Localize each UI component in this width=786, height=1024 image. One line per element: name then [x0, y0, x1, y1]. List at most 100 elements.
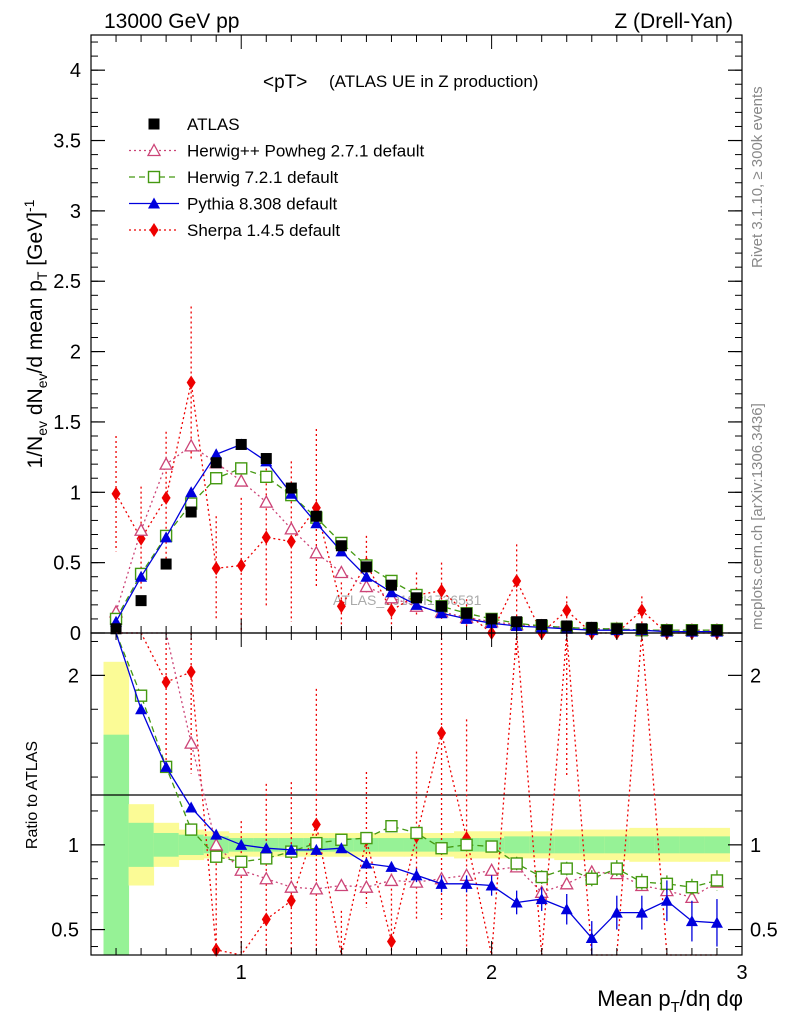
ratio-pythia-point — [385, 860, 398, 872]
main-sherpa-point — [286, 534, 296, 549]
x-axis-label: Mean pT/dη dφ — [597, 986, 743, 1016]
main-atlas-point — [335, 540, 347, 552]
main-y-tick-label: 2.5 — [53, 271, 81, 293]
ratio-series — [115, 632, 725, 957]
main-herwigpp-point — [159, 456, 174, 470]
ratio-sherpa-point — [386, 934, 396, 949]
main-atlas-point — [310, 510, 322, 522]
main-herwigpp-point — [309, 545, 324, 559]
main-y-tick-label: 2 — [70, 342, 81, 364]
legend: ATLAS Herwig++ Powheg 2.7.1 default Herwig… — [129, 115, 424, 240]
ratio-band-inner — [153, 832, 180, 857]
ratio-pythia-point — [710, 916, 723, 928]
ratio-band-inner — [103, 734, 130, 955]
main-pythia-point — [135, 570, 148, 582]
ratio-pythia-point — [460, 877, 473, 889]
header-left: 13000 GeV pp — [104, 10, 239, 33]
main-sherpa-point — [261, 530, 271, 545]
ratio-herwig7-point — [535, 870, 548, 884]
header-right: Z (Drell-Yan) — [614, 10, 733, 33]
ratio-herwig7-point — [410, 826, 423, 840]
main-herwigpp-point — [359, 579, 374, 593]
main-sherpa-point — [336, 599, 346, 614]
main-pythia-point — [410, 598, 423, 610]
ratio-band-inner — [604, 836, 630, 854]
main-atlas-point — [436, 600, 448, 612]
ratio-band-inner — [629, 836, 655, 854]
ratio-pythia-point — [560, 903, 573, 915]
ratio-band-inner — [403, 838, 430, 852]
main-sherpa-point — [512, 573, 522, 588]
ratio-herwigpp-point — [259, 871, 274, 885]
main-sherpa-point — [562, 603, 572, 618]
ratio-y-tick-label-right: 1 — [750, 835, 761, 857]
main-atlas-point — [235, 438, 247, 450]
main-pythia-point — [310, 517, 323, 529]
main-atlas-point — [561, 620, 573, 632]
ratio-pythia-point — [410, 869, 423, 881]
ratio-y-tick-label-right: 0.5 — [750, 920, 778, 942]
legend-herwig7-label: Herwig 7.2.1 default — [187, 168, 338, 187]
ratio-pythia-point — [585, 932, 598, 944]
main-atlas-point — [135, 595, 147, 607]
chart-title-sub: (ATLAS UE in Z production) — [329, 72, 538, 91]
main-herwigpp-point — [234, 473, 249, 487]
ratio-herwigpp-point — [209, 837, 224, 851]
ratio-herwigpp-point — [184, 735, 199, 749]
main-atlas-point — [185, 506, 197, 518]
ratio-pythia-point — [335, 842, 348, 854]
ratio-band-inner — [554, 836, 580, 854]
ratio-pythia-point — [660, 894, 673, 906]
ratio-herwig7-point — [585, 872, 598, 885]
ratio-herwig7-point — [510, 857, 523, 870]
legend-herwigpp-label: Herwig++ Powheg 2.7.1 default — [187, 142, 424, 161]
ratio-herwigpp-point — [309, 881, 324, 895]
ratio-pythia-point — [510, 896, 523, 908]
main-atlas-point — [210, 457, 222, 469]
main-herwigpp-point — [284, 521, 299, 535]
ratio-pythia-point — [635, 906, 648, 918]
ratio-herwig7-point — [635, 875, 649, 889]
ratio-pythia-point — [260, 842, 273, 854]
main-y-tick-label: 1.5 — [53, 412, 81, 434]
main-y-tick-label: 3.5 — [53, 131, 81, 153]
ratio-band-inner — [529, 836, 555, 854]
ratio-band-inner — [128, 822, 155, 867]
main-sherpa-point — [386, 603, 396, 618]
ratio-herwig7-point — [685, 881, 699, 894]
ratio-band-inner — [504, 836, 530, 854]
ratio-sherpa-point — [161, 675, 171, 690]
ratio-pythia-point — [185, 801, 198, 813]
main-y-tick-label: 0 — [70, 623, 81, 645]
ratio-herwigpp-point — [234, 862, 249, 876]
ratio-axes: 0.5 0.5 1 1 2 2 1 2 3 — [51, 633, 778, 984]
main-atlas-point — [285, 482, 297, 494]
main-sherpa-point — [311, 500, 321, 515]
ratio-herwigpp-point — [384, 873, 399, 887]
main-herwigpp-point — [384, 590, 399, 604]
ratio-y-tick-label: 2 — [68, 665, 79, 687]
ratio-pythia-point — [160, 760, 173, 772]
main-herwigpp-point — [184, 438, 199, 452]
main-atlas-point — [160, 558, 172, 570]
ratio-pythia-point — [310, 843, 323, 855]
main-y-label: 1/Nev dNev/d mean pT [GeV]-1 — [21, 199, 50, 468]
ratio-pythia-point — [610, 906, 623, 918]
ratio-herwig7-point — [435, 842, 448, 855]
ratio-band-inner — [579, 836, 605, 854]
ratio-herwig7-point — [710, 874, 724, 887]
legend-atlas-label: ATLAS — [187, 115, 240, 134]
main-pythia-point — [360, 570, 373, 582]
main-atlas-point — [385, 579, 397, 591]
main-sherpa-point — [236, 558, 246, 573]
ratio-herwig7-point — [385, 820, 398, 833]
ratio-pythia-point — [435, 877, 448, 889]
ratio-herwig7-point — [460, 838, 473, 852]
ratio-herwigpp-point — [559, 876, 574, 890]
main-herwig7-point — [235, 462, 248, 475]
ratio-y-tick-label: 1 — [68, 835, 79, 857]
ratio-sherpa-point — [186, 664, 196, 679]
ratio-band-inner — [178, 834, 205, 856]
main-herwigpp-point — [133, 522, 149, 536]
